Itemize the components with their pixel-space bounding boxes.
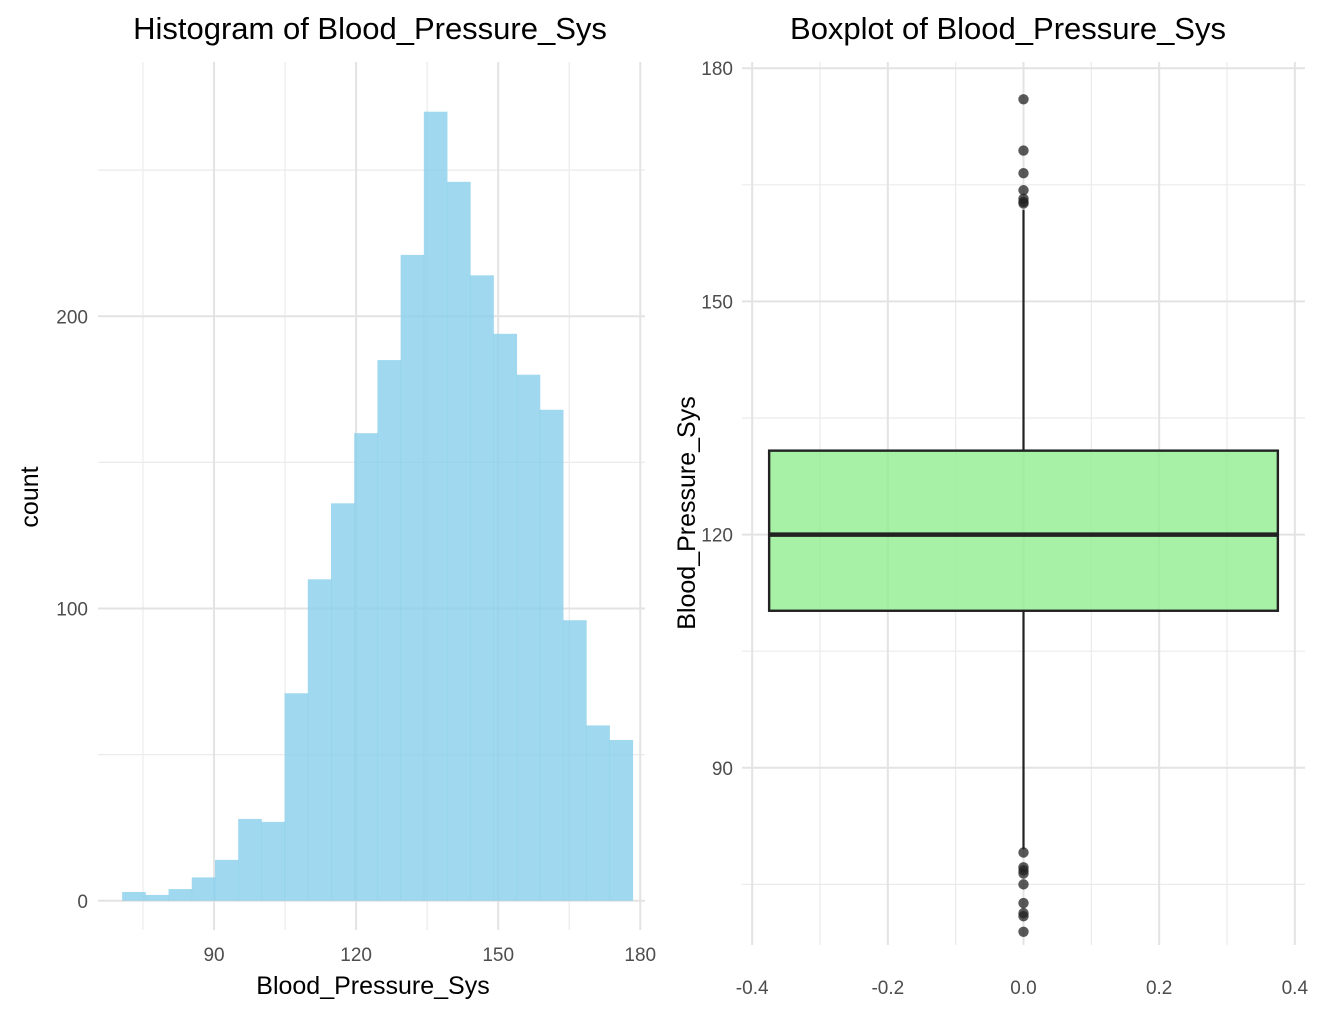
histogram-bar — [307, 579, 332, 901]
boxplot-outlier-point — [1018, 167, 1029, 179]
boxplot-y-tick-labels: 90 120 150 180 — [701, 59, 733, 780]
histogram-bar — [354, 433, 378, 901]
histogram-panel: 90 120 150 180 0 100 200 Histogram of Blood_P… — [16, 11, 656, 1000]
histogram-bar — [539, 409, 564, 901]
histogram-bar — [586, 725, 610, 901]
boxplot-title: Boxplot of Blood_Pressure_Sys — [790, 11, 1226, 46]
boxplot-outlier-point — [1018, 868, 1029, 879]
boxplot-x-tick-label: -0.2 — [871, 978, 904, 999]
histogram-x-tick-label: 120 — [340, 945, 372, 966]
histogram-bar — [214, 859, 239, 901]
histogram-bar — [609, 740, 634, 901]
histogram-bar — [563, 620, 587, 901]
boxplot-y-tick-label: 180 — [701, 59, 733, 80]
boxplot-outlier-point — [1018, 897, 1029, 909]
histogram-y-axis-title: count — [16, 466, 44, 527]
histogram-x-tick-label: 90 — [203, 945, 224, 966]
histogram-bar — [377, 360, 402, 901]
histogram-bar — [261, 821, 285, 901]
histogram-bars — [122, 111, 634, 901]
boxplot-outlier-point — [1018, 198, 1029, 209]
histogram-x-tick-label: 180 — [624, 945, 656, 966]
histogram-bar — [493, 333, 518, 901]
histogram-bar — [447, 181, 471, 901]
boxplot-box — [767, 449, 1280, 612]
boxplot-y-tick-label: 90 — [712, 759, 733, 780]
boxplot-outlier-point — [1018, 879, 1029, 890]
histogram-bar — [284, 693, 309, 901]
boxplot-outlier-point — [1018, 847, 1029, 858]
boxplot-outlier-point — [1018, 145, 1029, 156]
boxplot-outlier-point — [1018, 94, 1029, 105]
boxplot-y-tick-label: 120 — [701, 526, 733, 547]
histogram-bar — [238, 818, 262, 901]
boxplot-panel: -0.4 -0.2 0.0 0.2 0.4 90 120 150 180 Boxplot of… — [673, 11, 1308, 999]
boxplot-x-tick-label: 0.0 — [1010, 978, 1036, 999]
histogram-bar — [516, 374, 541, 901]
histogram-y-tick-label: 100 — [56, 600, 88, 621]
boxplot-y-axis-title: Blood_Pressure_Sys — [673, 396, 701, 629]
boxplot-outlier-point — [1018, 911, 1029, 922]
histogram-y-tick-label: 200 — [56, 307, 88, 328]
histogram-title: Histogram of Blood_Pressure_Sys — [133, 11, 607, 46]
histogram-bar — [122, 892, 146, 901]
histogram-x-tick-label: 150 — [482, 945, 514, 966]
boxplot-x-tick-label: 0.4 — [1282, 978, 1309, 999]
histogram-bar — [470, 275, 494, 901]
boxplot-marks — [767, 94, 1280, 937]
boxplot-x-tick-labels: -0.4 -0.2 0.0 0.2 0.4 — [736, 978, 1309, 999]
boxplot-outlier-point — [1018, 926, 1029, 937]
boxplot-outlier-point — [1018, 185, 1029, 196]
histogram-bar — [168, 889, 193, 901]
boxplot-x-tick-label: 0.2 — [1146, 978, 1172, 999]
boxplot-x-tick-label: -0.4 — [736, 978, 769, 999]
histogram-y-tick-label: 0 — [77, 892, 88, 913]
histogram-bar — [331, 503, 355, 901]
histogram-bar — [191, 877, 216, 901]
histogram-x-tick-labels: 90 120 150 180 — [203, 945, 656, 966]
histogram-bar — [145, 894, 169, 901]
histogram-y-tick-labels: 0 100 200 — [56, 307, 88, 913]
histogram-bar — [423, 111, 448, 901]
histogram-bar — [400, 254, 425, 901]
boxplot-y-tick-label: 150 — [701, 292, 733, 313]
histogram-x-axis-title: Blood_Pressure_Sys — [256, 972, 489, 1000]
